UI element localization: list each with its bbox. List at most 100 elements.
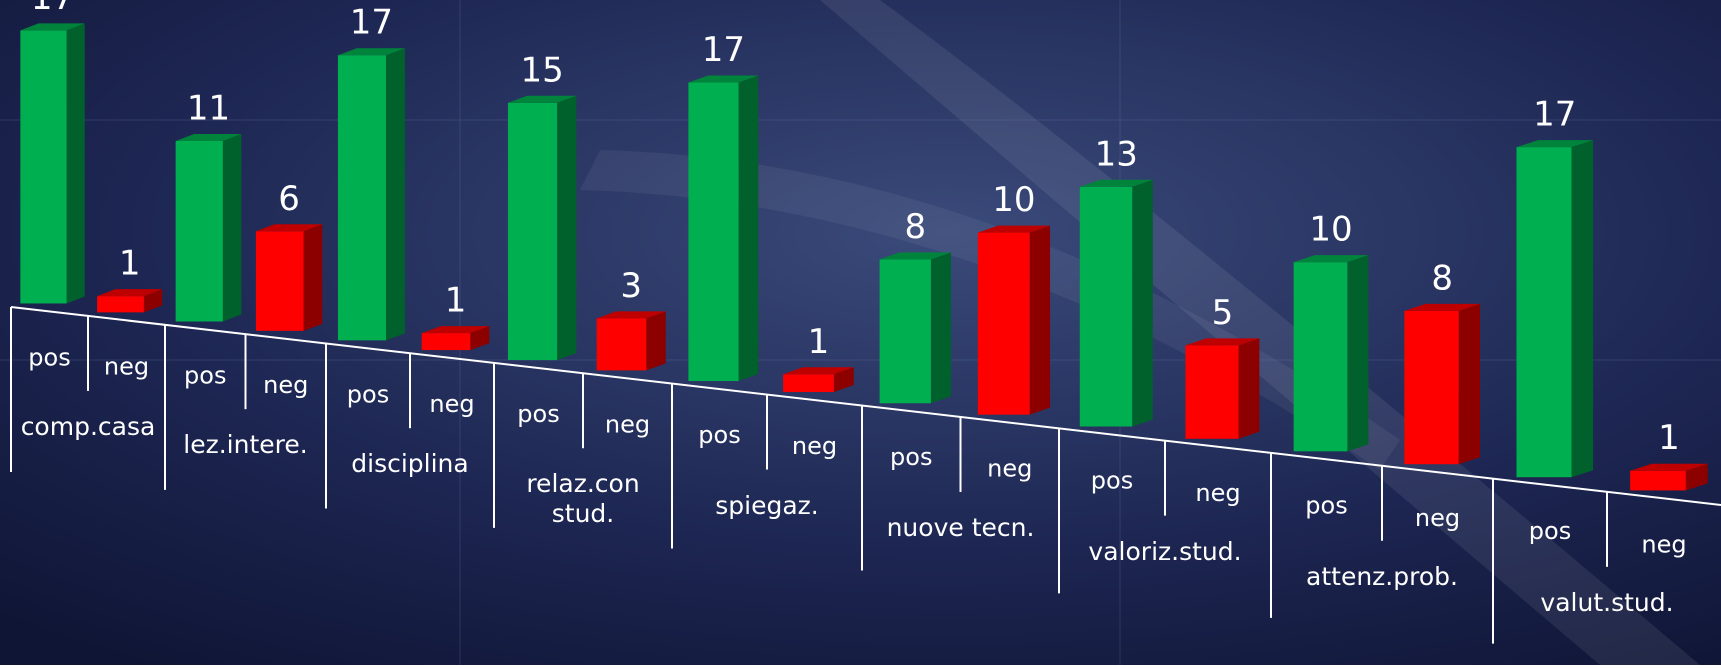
value-label: 1 <box>119 244 141 284</box>
axis-line <box>10 306 1721 507</box>
value-label: 15 <box>520 50 563 90</box>
bar-top <box>977 225 1051 233</box>
value-label: 1 <box>445 281 467 321</box>
value-label: 11 <box>187 88 230 128</box>
value-label: 17 <box>31 0 74 18</box>
value-label: 17 <box>350 3 393 43</box>
bar-side <box>1685 463 1708 491</box>
value-label: 17 <box>1533 95 1576 135</box>
bar-front <box>1293 262 1348 452</box>
bar-top <box>255 224 323 232</box>
bar <box>20 23 85 304</box>
bar-top <box>1516 140 1594 148</box>
bar-front <box>1630 470 1686 491</box>
series-label: pos <box>1529 517 1571 545</box>
bar-side <box>646 311 666 371</box>
bar <box>688 75 759 382</box>
bar-top <box>421 326 490 334</box>
category-label: spiegaz. <box>715 490 819 520</box>
bar-front <box>1404 310 1459 465</box>
bar <box>1079 179 1153 427</box>
bar <box>596 311 666 371</box>
category-label: lez.intere. <box>183 430 308 460</box>
light-streak <box>580 150 1400 470</box>
bar-top <box>1079 179 1153 187</box>
bar-top <box>1185 338 1260 346</box>
bar-front <box>175 140 223 322</box>
bar <box>977 225 1051 415</box>
value-label: 10 <box>1309 210 1352 250</box>
bar-side <box>1458 303 1481 465</box>
value-label: 8 <box>1431 258 1453 298</box>
bar-side <box>222 133 242 322</box>
bar <box>783 367 854 393</box>
category-label: comp.casa <box>20 411 156 441</box>
bar-front <box>255 231 304 331</box>
series-label: pos <box>1091 466 1133 494</box>
bar-side <box>1029 225 1051 415</box>
series-label: pos <box>28 343 70 371</box>
bar-top <box>596 311 666 319</box>
bar-front <box>688 82 739 382</box>
value-label: 3 <box>620 266 642 306</box>
bar-top <box>20 23 85 31</box>
series-label: pos <box>698 421 740 449</box>
bar-front <box>507 102 558 361</box>
bar <box>175 133 242 322</box>
series-label: neg <box>263 371 308 399</box>
bar-top <box>879 252 952 260</box>
bar-front <box>20 30 67 304</box>
bar-side <box>470 326 490 351</box>
bar-side <box>1347 255 1369 452</box>
bar-top <box>337 48 405 56</box>
series-label: pos <box>517 400 559 428</box>
bar-top <box>1293 255 1369 263</box>
series-label: pos <box>184 361 226 389</box>
category-label: valoriz.stud. <box>1088 536 1242 566</box>
value-label: 10 <box>992 180 1035 220</box>
category-label: disciplina <box>351 449 469 479</box>
light-streak <box>820 0 1700 665</box>
category-label: relaz.con stud. <box>526 469 640 529</box>
bar-side <box>386 48 405 341</box>
bar-front <box>337 55 387 341</box>
series-label: neg <box>605 410 650 438</box>
bar-front <box>421 333 471 351</box>
bar-side <box>143 289 163 313</box>
bar-front <box>783 374 834 393</box>
bar-side <box>66 23 85 304</box>
bar <box>1516 140 1594 478</box>
value-label: 8 <box>904 207 926 247</box>
bar-front <box>1185 345 1239 439</box>
bar <box>1404 303 1481 465</box>
bar-front <box>977 232 1030 415</box>
bar-top <box>688 75 759 83</box>
bar <box>421 326 490 351</box>
bar-top <box>175 133 242 141</box>
bar-front <box>97 296 144 313</box>
value-label: 13 <box>1095 134 1138 174</box>
series-label: neg <box>1641 530 1686 558</box>
series-label: pos <box>1305 491 1347 519</box>
value-label: 1 <box>808 322 830 362</box>
series-label: pos <box>890 443 932 471</box>
bar <box>337 48 405 341</box>
series-label: neg <box>429 390 474 418</box>
category-label: attenz.prob. <box>1306 561 1458 591</box>
bar <box>507 95 577 361</box>
bar-front <box>1516 147 1572 478</box>
bar-front <box>596 318 647 371</box>
bar-side <box>930 252 952 404</box>
bar-top <box>783 367 854 375</box>
value-label: 17 <box>702 30 745 70</box>
bar-side <box>1238 338 1260 439</box>
bar-top <box>507 95 577 103</box>
value-label: 5 <box>1212 293 1234 333</box>
bar <box>1293 255 1369 452</box>
bar <box>97 289 163 313</box>
bar <box>1630 463 1708 491</box>
bar-side <box>557 95 577 361</box>
bar-top <box>97 289 163 297</box>
